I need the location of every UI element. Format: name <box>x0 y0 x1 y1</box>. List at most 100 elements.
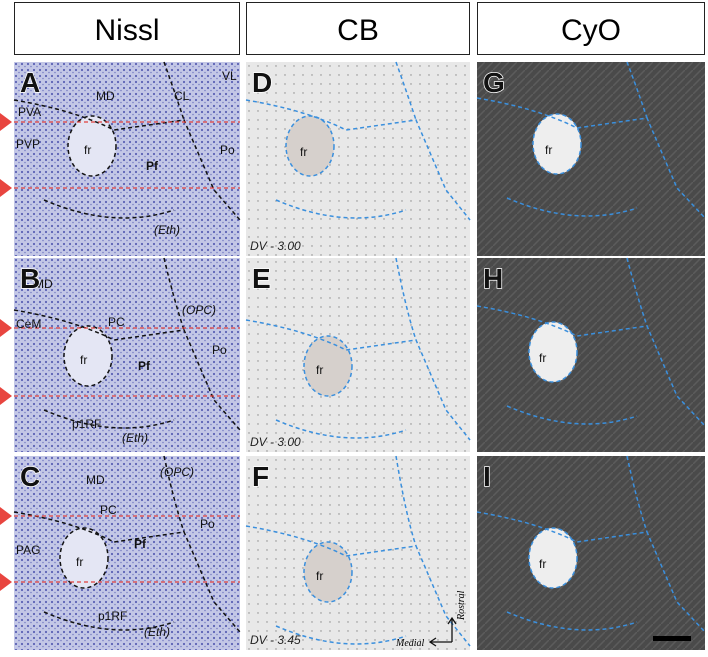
panel: fr E DV - 3.00 <box>245 257 471 452</box>
panel-image <box>477 258 705 452</box>
header-box <box>477 2 705 55</box>
panel-image <box>14 62 240 256</box>
boundary <box>43 257 185 429</box>
region-label: fr <box>545 143 552 157</box>
fr-region <box>67 115 117 177</box>
panel-image <box>14 456 240 650</box>
panel-letter: I <box>483 461 491 492</box>
region-label: (OPC) <box>160 465 194 479</box>
region-label: Po <box>200 517 215 531</box>
boundary <box>476 305 706 427</box>
boundary <box>506 455 648 631</box>
region-label: PVA <box>18 105 41 119</box>
red-arrow <box>0 179 12 197</box>
header-title: CB <box>337 14 379 47</box>
boundary <box>245 319 471 441</box>
fr-region <box>528 321 578 383</box>
boundary <box>245 99 471 221</box>
region-label: fr <box>300 145 307 159</box>
fr-region <box>59 527 109 589</box>
region-label: MD <box>96 89 115 103</box>
panel-letter: D <box>252 67 272 98</box>
fr-region <box>303 335 353 397</box>
panel-image <box>246 62 470 256</box>
panel-letter: C <box>20 461 40 492</box>
panel-image <box>477 456 705 650</box>
panel: MD CeM PC (OPC) fr Pf Po p1RF (Eth) B <box>13 257 241 452</box>
region-label: (Eth) <box>154 223 180 237</box>
boundary <box>13 511 241 633</box>
boundary <box>245 525 471 647</box>
panel: fr F DV - 3.45 Rostral Medial <box>245 455 471 650</box>
fr-region <box>303 541 353 603</box>
panel: fr I <box>476 455 706 650</box>
boundary <box>476 97 706 219</box>
region-label: Pf <box>134 537 147 551</box>
region-label: fr <box>316 569 323 583</box>
red-arrow <box>0 319 12 337</box>
panel-letter: B <box>20 263 40 294</box>
region-label: MD <box>86 473 105 487</box>
panel-letter: E <box>252 263 271 294</box>
region-label: Pf <box>146 159 159 173</box>
header-box <box>246 2 470 55</box>
header-title: CyO <box>561 14 621 47</box>
boundary <box>275 455 417 645</box>
scale-bar <box>653 636 691 641</box>
fr-region <box>532 113 582 175</box>
region-label: VL <box>222 69 237 83</box>
panel-image <box>477 62 705 256</box>
panel-image <box>246 258 470 452</box>
region-label: p1RF <box>72 417 101 431</box>
panel-letter: A <box>20 67 40 98</box>
panel: fr G <box>476 61 706 256</box>
region-label: MD <box>34 277 53 291</box>
dv-label: DV - 3.00 <box>250 239 301 253</box>
axis-label: Rostral <box>456 590 467 621</box>
boundary <box>506 61 648 217</box>
axis-label: Medial <box>395 638 425 649</box>
fr-region <box>285 115 335 177</box>
boundary <box>506 257 648 425</box>
panel-image <box>246 456 470 650</box>
region-label: PC <box>100 503 117 517</box>
fr-region <box>528 527 578 589</box>
boundary <box>43 455 185 631</box>
region-label: PAG <box>16 543 40 557</box>
panel-letter: H <box>483 263 503 294</box>
boundary <box>275 61 417 219</box>
region-label: (Eth) <box>144 625 170 639</box>
region-label: Po <box>212 343 227 357</box>
region-label: CL <box>174 89 190 103</box>
panel: MD (OPC) PC PAG fr Pf Po p1RF (Eth) C <box>13 455 241 650</box>
panel: fr D DV - 3.00 <box>245 61 471 256</box>
region-label: (OPC) <box>182 303 216 317</box>
region-label: p1RF <box>98 609 127 623</box>
region-label: (Eth) <box>122 431 148 445</box>
boundary <box>43 61 185 219</box>
panel: MD CL VL PVA PVP fr Pf Po (Eth) A <box>13 61 241 256</box>
boundary <box>275 257 417 439</box>
region-label: PC <box>108 315 125 329</box>
panel-letter: G <box>483 67 505 98</box>
red-arrow <box>0 507 12 525</box>
panel-letter: F <box>252 461 269 492</box>
region-label: fr <box>539 351 546 365</box>
region-label: Pf <box>138 359 151 373</box>
region-label: fr <box>80 353 87 367</box>
region-label: fr <box>84 143 91 157</box>
dv-label: DV - 3.00 <box>250 435 301 449</box>
region-label: fr <box>316 363 323 377</box>
red-arrow <box>0 113 12 131</box>
region-label: Po <box>220 143 235 157</box>
orientation-axes <box>428 616 457 647</box>
header-title: Nissl <box>95 14 160 47</box>
region-label: PVP <box>16 137 40 151</box>
region-label: CeM <box>16 317 41 331</box>
region-label: fr <box>76 555 83 569</box>
fr-region <box>63 325 113 387</box>
dv-label: DV - 3.45 <box>250 633 301 647</box>
header-box <box>14 2 240 55</box>
red-arrow <box>0 387 12 405</box>
